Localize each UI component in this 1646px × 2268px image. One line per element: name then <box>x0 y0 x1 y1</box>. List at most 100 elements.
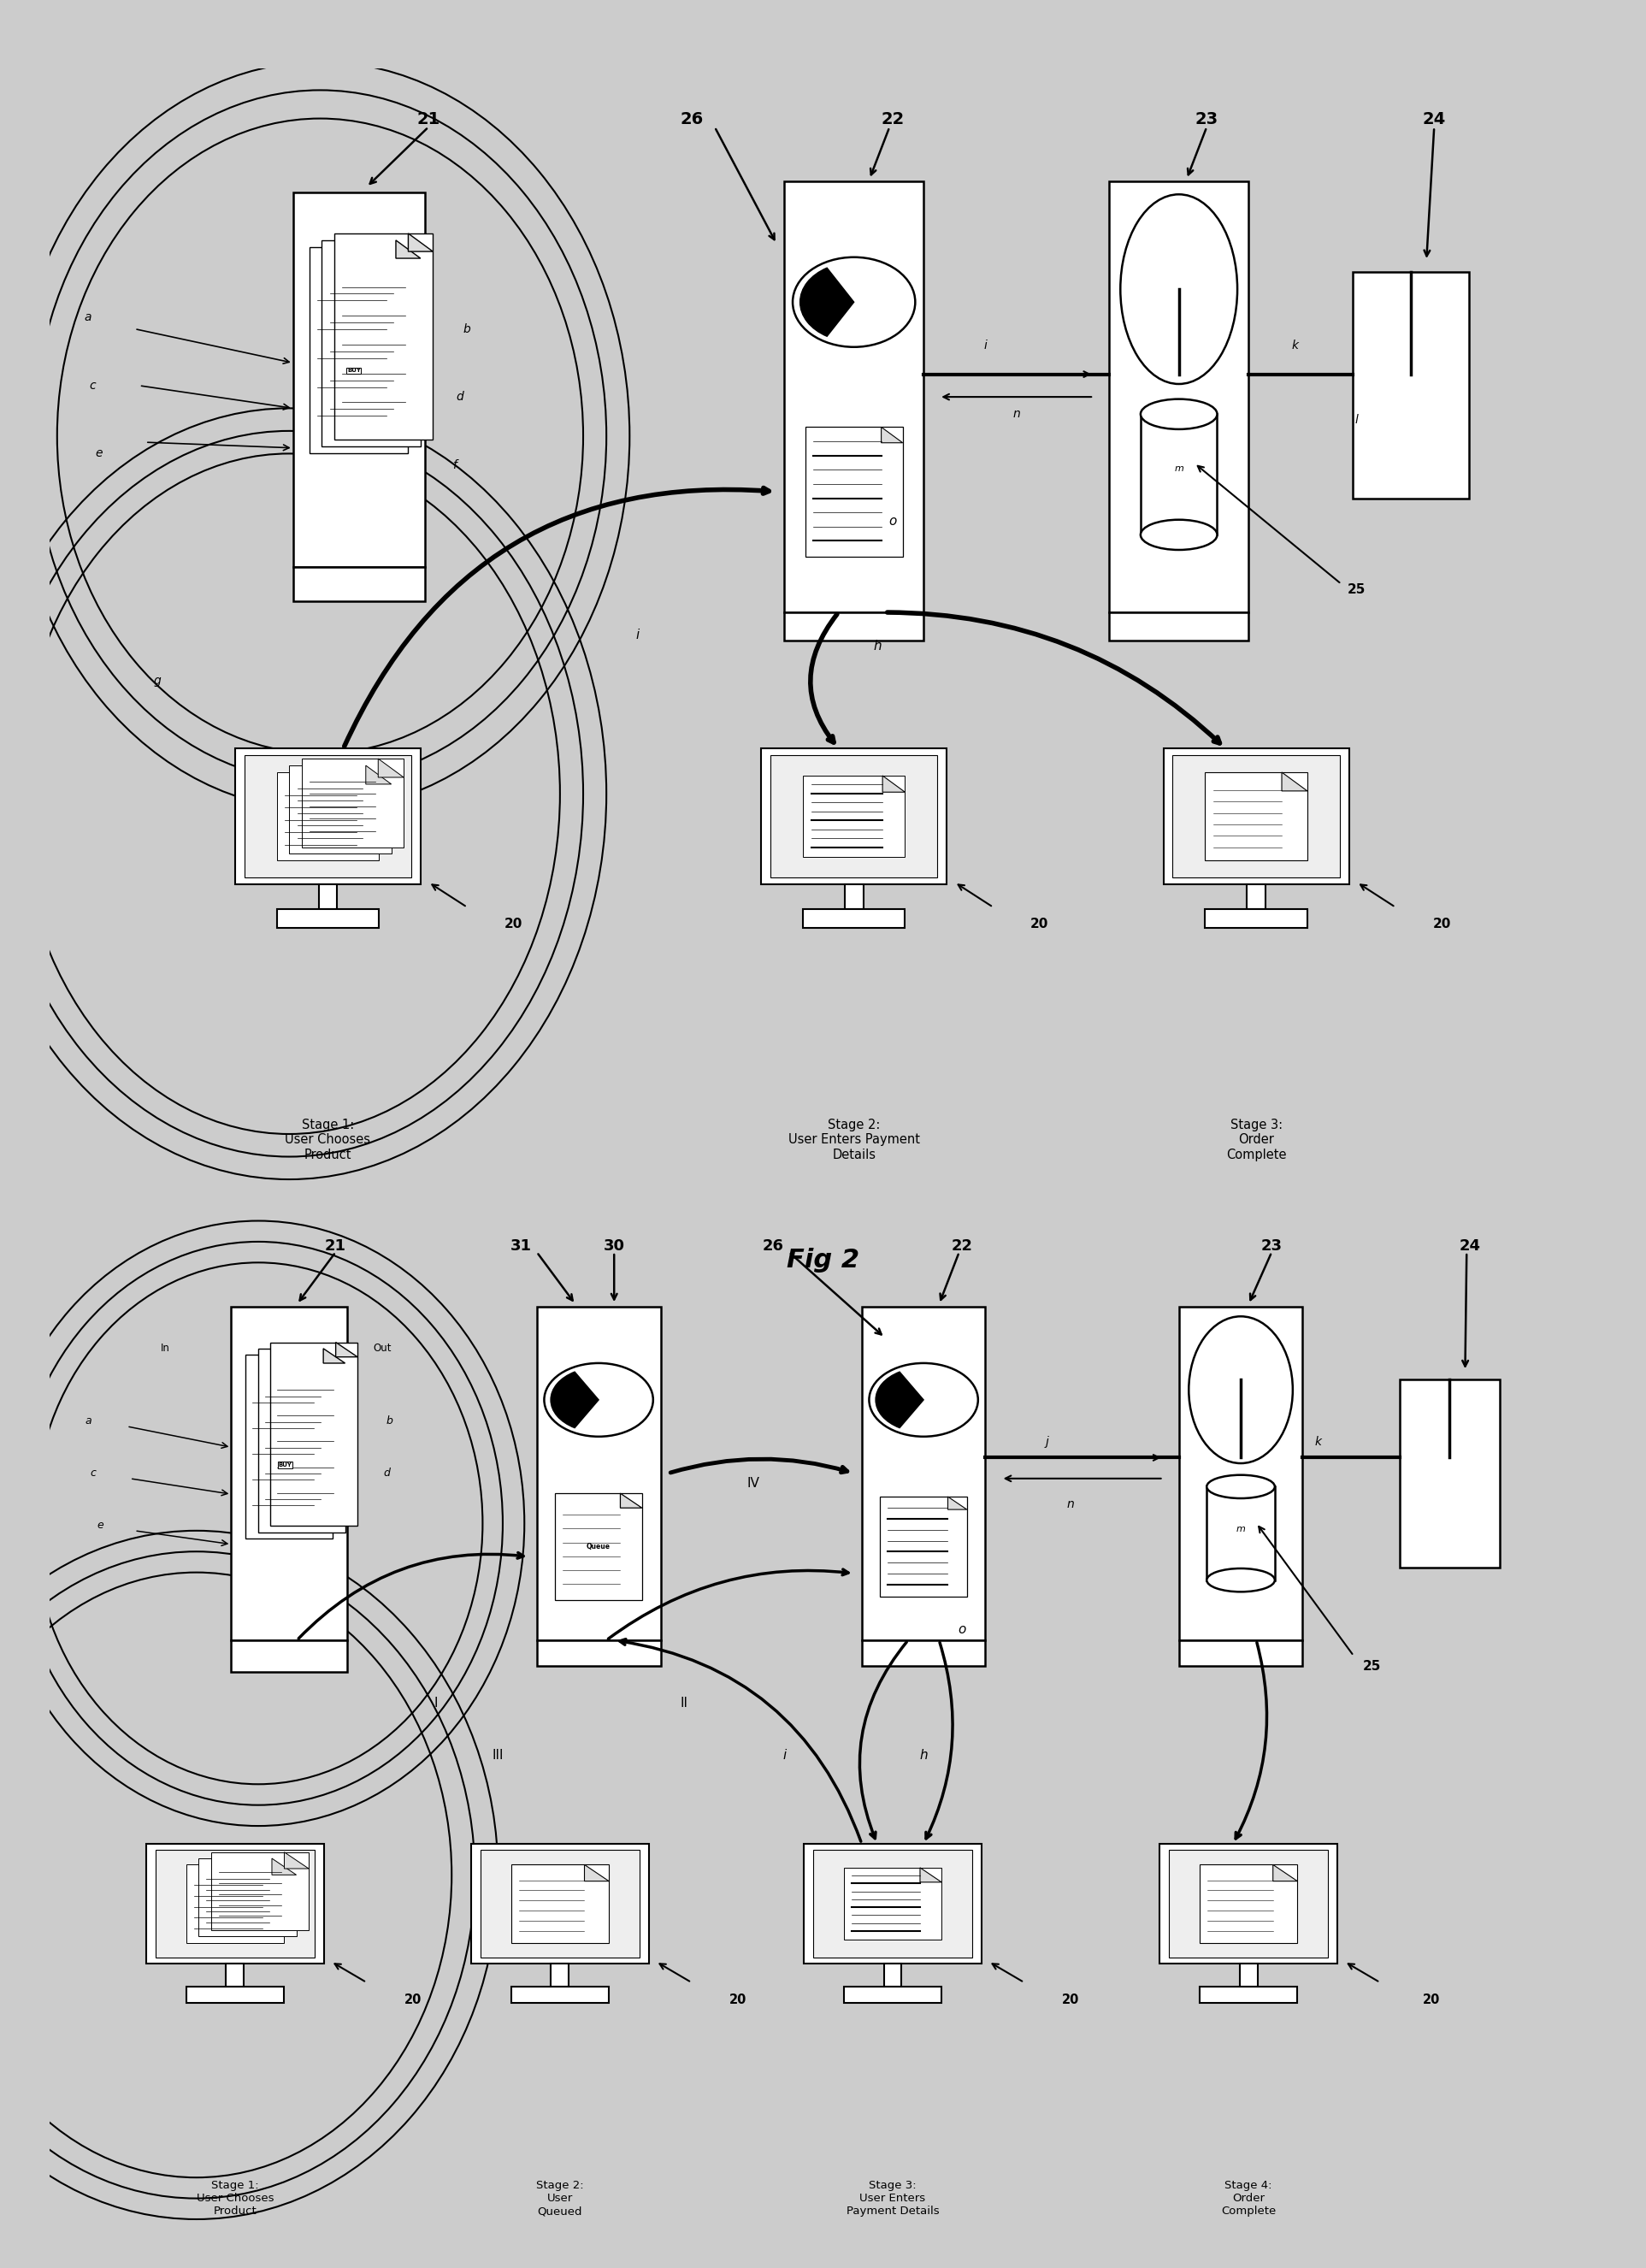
Polygon shape <box>621 1492 642 1508</box>
Bar <box>258 1349 346 1533</box>
Bar <box>471 1844 649 1964</box>
Polygon shape <box>365 764 392 785</box>
Circle shape <box>793 256 915 347</box>
Bar <box>555 1492 642 1601</box>
Text: i: i <box>635 628 639 642</box>
Bar <box>1172 755 1340 878</box>
Bar <box>1159 1844 1338 1964</box>
Bar <box>245 1354 332 1538</box>
Bar <box>1141 415 1216 535</box>
Text: c: c <box>91 1467 95 1479</box>
Bar <box>1200 1864 1297 1944</box>
Text: e: e <box>95 447 102 460</box>
Text: 20: 20 <box>1432 919 1452 930</box>
Text: 23: 23 <box>1261 1238 1282 1254</box>
Polygon shape <box>1272 1864 1297 1880</box>
Bar <box>277 771 379 860</box>
Bar <box>186 1987 285 2003</box>
Text: 20: 20 <box>405 1994 421 2007</box>
Bar <box>510 1987 609 2003</box>
Bar <box>323 240 420 447</box>
Text: Stage 3:
Order
Complete: Stage 3: Order Complete <box>1226 1118 1287 1161</box>
Bar <box>551 1964 570 1987</box>
Polygon shape <box>408 234 433 252</box>
Bar <box>770 755 938 878</box>
Text: 20: 20 <box>1030 919 1049 930</box>
Text: 25: 25 <box>1363 1660 1381 1674</box>
Polygon shape <box>584 1864 609 1880</box>
Bar <box>803 776 905 857</box>
Text: 31: 31 <box>510 1238 532 1254</box>
Text: j: j <box>1045 1436 1049 1447</box>
Text: 21: 21 <box>416 111 439 127</box>
Bar <box>813 1851 973 1957</box>
Bar <box>1164 748 1350 885</box>
Text: f: f <box>453 458 458 472</box>
Bar <box>881 1497 966 1597</box>
Text: Stage 2:
User
Queued: Stage 2: User Queued <box>537 2180 584 2216</box>
Bar <box>1205 771 1307 860</box>
Bar <box>277 909 379 928</box>
Text: 22: 22 <box>881 111 904 127</box>
Text: 20: 20 <box>1062 1994 1080 2007</box>
Text: BUY: BUY <box>278 1463 291 1467</box>
Text: 24: 24 <box>1458 1238 1480 1254</box>
Bar <box>235 748 421 885</box>
Bar <box>481 1851 640 1957</box>
Polygon shape <box>1282 771 1307 792</box>
Text: Out: Out <box>374 1343 392 1354</box>
Bar <box>155 1851 314 1957</box>
Bar <box>537 1640 660 1667</box>
Text: Fig 2: Fig 2 <box>787 1247 859 1272</box>
Text: k: k <box>1292 340 1299 352</box>
Text: i: i <box>782 1749 787 1762</box>
Bar <box>805 426 902 556</box>
Text: h: h <box>872 640 881 653</box>
Bar <box>290 764 392 853</box>
Bar <box>1179 1640 1302 1667</box>
Bar <box>884 1964 902 1987</box>
Text: 20: 20 <box>504 919 523 930</box>
Text: o: o <box>958 1624 966 1635</box>
Polygon shape <box>948 1497 966 1510</box>
Polygon shape <box>354 771 379 792</box>
Text: Queue: Queue <box>586 1542 611 1551</box>
Bar <box>785 612 923 640</box>
Bar <box>760 748 946 885</box>
Text: In: In <box>161 1343 170 1354</box>
Bar <box>293 193 425 567</box>
Ellipse shape <box>1188 1315 1292 1463</box>
Wedge shape <box>551 1372 599 1429</box>
Text: I: I <box>435 1696 438 1710</box>
Bar <box>803 1844 981 1964</box>
Text: Stage 1:
User Chooses
Product: Stage 1: User Chooses Product <box>285 1118 370 1161</box>
Bar <box>1169 1851 1328 1957</box>
Text: n: n <box>1012 408 1021 420</box>
Bar <box>211 1853 309 1930</box>
Text: b: b <box>387 1415 393 1427</box>
Polygon shape <box>379 758 403 778</box>
Ellipse shape <box>1207 1569 1274 1592</box>
Wedge shape <box>876 1372 923 1429</box>
Bar <box>270 1343 357 1526</box>
Text: 30: 30 <box>604 1238 625 1254</box>
Text: e: e <box>97 1520 104 1531</box>
Ellipse shape <box>1121 195 1238 383</box>
Polygon shape <box>397 240 420 259</box>
Bar <box>803 909 905 928</box>
Text: h: h <box>920 1749 928 1762</box>
Text: c: c <box>89 379 95 392</box>
Bar <box>1205 909 1307 928</box>
Bar <box>226 1964 244 1987</box>
Text: d: d <box>456 390 463 404</box>
Bar <box>230 1640 347 1672</box>
Text: a: a <box>86 1415 91 1427</box>
Polygon shape <box>882 776 905 792</box>
Text: d: d <box>384 1467 390 1479</box>
Bar <box>863 1640 986 1667</box>
Polygon shape <box>881 426 902 442</box>
Circle shape <box>869 1363 978 1436</box>
Text: l: l <box>1355 413 1358 426</box>
Bar <box>1248 885 1266 909</box>
Polygon shape <box>272 1857 296 1876</box>
